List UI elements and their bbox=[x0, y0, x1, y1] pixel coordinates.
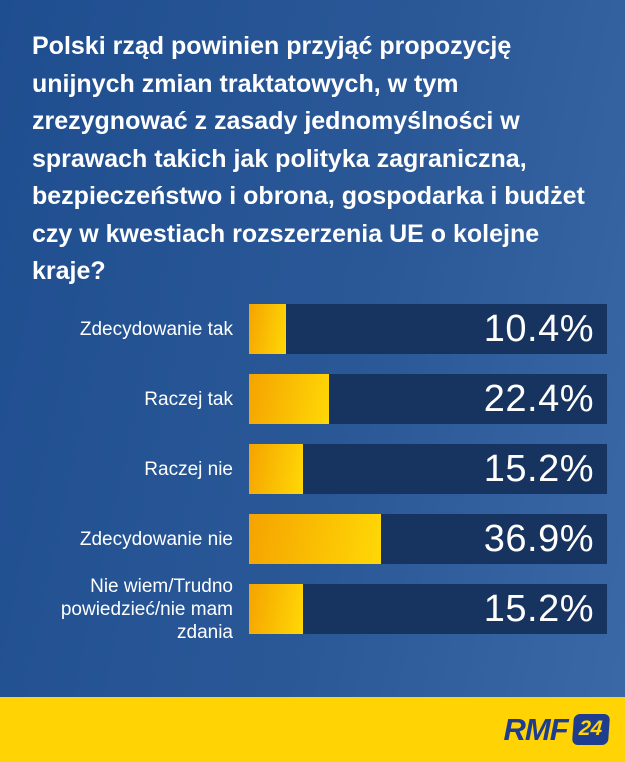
question-line: sprawach takich jak polityka zagraniczna… bbox=[32, 144, 527, 173]
bar-chart: Zdecydowanie tak 10.4% Raczej tak 22.4% … bbox=[0, 304, 625, 654]
rmf24-logo-badge: 24 bbox=[571, 714, 611, 745]
category-label: Zdecydowanie tak bbox=[79, 318, 233, 340]
footer-brand-band: RMF 24 bbox=[0, 697, 625, 762]
value-label: 36.9% bbox=[483, 518, 594, 560]
rmf-logo-text: RMF bbox=[503, 711, 568, 747]
question-line: czy w kwestiach rozszerzenia UE o kolejn… bbox=[32, 219, 540, 248]
rmf24-logo: RMF 24 bbox=[503, 711, 611, 748]
value-label: 22.4% bbox=[483, 378, 594, 420]
question-line: bezpieczeństwo i obrona, gospodarka i bu… bbox=[32, 182, 585, 210]
bar-track: 15.2% bbox=[249, 584, 607, 634]
bar-track: 36.9% bbox=[249, 514, 607, 564]
category-label: Raczej tak bbox=[144, 388, 233, 410]
bar-track: 22.4% bbox=[249, 374, 607, 424]
question-line: Polski rząd powinien przyjąć propozycję bbox=[32, 32, 512, 60]
category-label: Nie wiem/Trudno powiedzieć/nie mam zdani… bbox=[60, 575, 233, 643]
bar-fill bbox=[249, 514, 382, 564]
bar-fill bbox=[249, 584, 304, 634]
value-label: 15.2% bbox=[483, 588, 594, 630]
chart-row-raczej-tak: Raczej tak 22.4% bbox=[0, 374, 625, 424]
chart-row-nie-wiem: Nie wiem/Trudno powiedzieć/nie mam zdani… bbox=[0, 575, 625, 643]
category-label: Zdecydowanie nie bbox=[79, 528, 233, 550]
question-line: kraje? bbox=[32, 257, 106, 285]
bar-track: 10.4% bbox=[249, 304, 607, 354]
bar-fill bbox=[249, 444, 304, 494]
bar-fill bbox=[249, 374, 330, 424]
bar-track: 15.2% bbox=[249, 444, 607, 494]
bar-fill bbox=[249, 304, 287, 354]
chart-row-raczej-nie: Raczej nie 15.2% bbox=[0, 444, 625, 494]
value-label: 15.2% bbox=[483, 448, 594, 490]
chart-row-zdecydowanie-tak: Zdecydowanie tak 10.4% bbox=[0, 304, 625, 354]
chart-row-zdecydowanie-nie: Zdecydowanie nie 36.9% bbox=[0, 514, 625, 564]
question-line: zrezygnować z zasady jednomyślności w bbox=[32, 107, 520, 135]
value-label: 10.4% bbox=[483, 308, 594, 350]
poll-question: Polski rząd powinien przyjąć propozycję … bbox=[32, 28, 602, 291]
category-label: Raczej nie bbox=[144, 458, 233, 480]
question-line: unijnych zmian traktatowych, w tym bbox=[32, 69, 459, 98]
